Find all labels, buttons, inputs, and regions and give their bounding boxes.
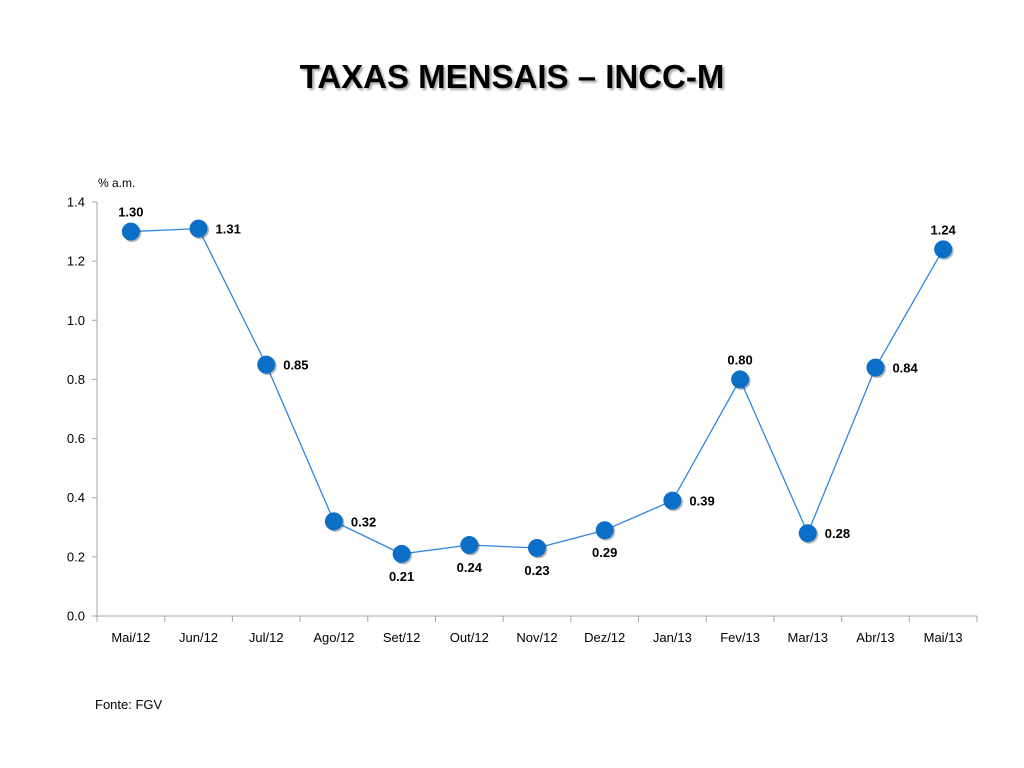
- y-tick-label: 0.0: [67, 609, 85, 624]
- x-tick-label: Ago/12: [313, 630, 354, 645]
- y-tick-label: 1.0: [67, 313, 85, 328]
- data-label: 1.24: [930, 222, 956, 237]
- data-label: 0.80: [727, 352, 752, 367]
- data-label: 0.23: [524, 563, 549, 578]
- data-point: [324, 512, 343, 531]
- y-tick-label: 1.4: [67, 195, 85, 210]
- y-axis-unit-label: % a.m.: [98, 176, 135, 190]
- y-tick-label: 0.4: [67, 490, 85, 505]
- data-point: [866, 358, 885, 377]
- data-label: 0.21: [389, 569, 414, 584]
- x-tick-label: Jan/13: [653, 630, 692, 645]
- data-label: 1.31: [216, 222, 241, 237]
- data-point: [121, 222, 140, 241]
- data-label: 0.39: [689, 494, 714, 509]
- page-title: TAXAS MENSAIS – INCC-M: [299, 58, 725, 95]
- data-label: 0.24: [457, 560, 483, 575]
- data-point: [934, 240, 953, 259]
- data-label: 1.30: [118, 205, 143, 220]
- data-point: [189, 219, 208, 238]
- x-tick-label: Out/12: [450, 630, 489, 645]
- x-tick-label: Nov/12: [516, 630, 557, 645]
- chart-axes: 0.0 0.2 0.4 0.6 0.8 1.0 1.2 1.4 Mai/12 Jun/12 Jul/…: [67, 195, 978, 645]
- data-point: [460, 536, 479, 555]
- data-point: [798, 524, 817, 543]
- data-label: 0.32: [351, 514, 376, 529]
- chart-series: 1.30 1.31 0.85 0.32 0.21 0.24 0.23 0.29 0.39 0.80…: [118, 205, 956, 584]
- data-label: 0.28: [825, 526, 850, 541]
- data-point: [528, 538, 546, 557]
- data-label: 0.85: [283, 358, 308, 373]
- x-tick-label: Mar/13: [788, 630, 828, 645]
- y-tick-label: 1.2: [67, 254, 85, 269]
- x-tick-label: Mai/12: [111, 630, 150, 645]
- data-label: 0.29: [592, 545, 617, 560]
- x-tick-label: Mai/13: [924, 630, 963, 645]
- source-note: Fonte: FGV: [95, 697, 163, 712]
- y-tick-label: 0.2: [67, 549, 85, 564]
- x-tick-label: Jul/12: [249, 630, 284, 645]
- data-point: [731, 370, 750, 389]
- y-tick-label: 0.8: [67, 372, 85, 387]
- y-tick-label: 0.6: [67, 431, 85, 446]
- series-line: [130, 227, 944, 555]
- x-tick-label: Jun/12: [179, 630, 218, 645]
- data-point: [663, 491, 682, 510]
- data-point: [392, 544, 411, 563]
- x-tick-label: Abr/13: [856, 630, 894, 645]
- data-point: [257, 355, 276, 374]
- x-tick-label: Fev/13: [720, 630, 760, 645]
- data-label: 0.84: [892, 361, 918, 376]
- x-tick-label: Dez/12: [584, 630, 625, 645]
- x-tick-label: Set/12: [383, 630, 421, 645]
- data-point: [595, 521, 614, 540]
